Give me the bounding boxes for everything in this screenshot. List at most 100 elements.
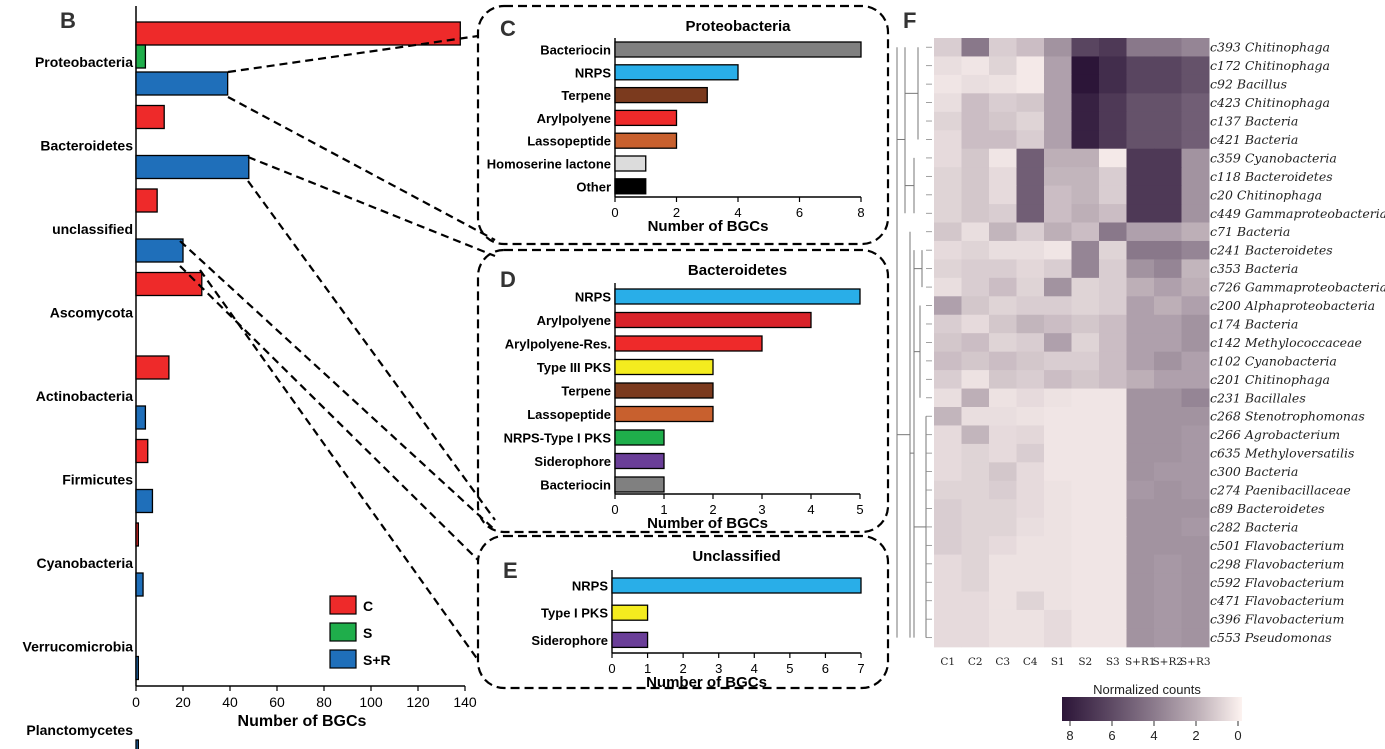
panel-c-category-label: Other — [576, 179, 611, 194]
panel-b-bar-chart: 0 20 40 60 80 100 120 140 Number of BGCs Proteoba… — [23, 6, 477, 749]
colorbar-bar — [1062, 697, 1242, 721]
heatmap-cell-c592-c2 — [961, 573, 990, 592]
heatmap-cell-c200-c2 — [961, 296, 990, 316]
heatmap-cell-c726-c3 — [989, 277, 1017, 297]
heatmap-cell-c300-s-r2 — [1154, 462, 1182, 482]
heatmap-row-id: c20 — [1210, 187, 1237, 202]
heatmap-row-label-c300: c300 Bacteria — [1210, 464, 1298, 479]
heatmap-cell-c71-c2 — [961, 222, 990, 242]
heatmap-column-label-s3: S3 — [1106, 656, 1120, 668]
panel-b-x-tick-label: 140 — [453, 694, 477, 710]
colorbar-tick-label: 4 — [1150, 728, 1157, 743]
panel-e-category-label: NRPS — [572, 579, 608, 594]
heatmap-cell-c635-s-r2 — [1154, 443, 1182, 463]
panel-c-bar-bacteriocin — [614, 41, 862, 58]
heatmap-cell-c635-c3 — [989, 443, 1017, 463]
heatmap-cell-c118-c4 — [1016, 167, 1045, 187]
heatmap-row-taxon: Bacteria — [1244, 316, 1299, 331]
panel-e-bar-type-i-pks — [611, 604, 649, 621]
heatmap-cell-c174-s2 — [1071, 314, 1100, 334]
heatmap-cell-c92-c2 — [961, 74, 990, 94]
heatmap-cell-c635-c1 — [934, 443, 962, 463]
heatmap-cell-c102-s-r3 — [1181, 351, 1210, 371]
heatmap-cell-c20-c4 — [1016, 185, 1045, 205]
heatmap-cell-c102-c2 — [961, 351, 990, 371]
heatmap-row-taxon: Bacillus — [1236, 77, 1287, 92]
panel-c-bar-other — [614, 178, 647, 195]
heatmap-cell-c359-s2 — [1071, 148, 1100, 168]
panel-b-x-axis-title: Number of BGCs — [238, 713, 367, 730]
heatmap-cell-c393-s3 — [1099, 38, 1127, 57]
panel-b-bar-s-r-firmicutes — [135, 488, 154, 514]
heatmap-cell-c423-s-r3 — [1181, 93, 1210, 113]
heatmap-cell-c274-c2 — [961, 480, 990, 500]
heatmap-cell-c726-s-r3 — [1181, 277, 1210, 297]
zoom-connector-line — [179, 240, 496, 531]
heatmap-cell-c231-s-r2 — [1154, 388, 1182, 408]
heatmap-cell-c300-c1 — [934, 462, 962, 482]
panel-d-category-label: Arylpolyene-Res. — [505, 337, 611, 352]
heatmap-cell-c71-s-r1 — [1126, 222, 1155, 242]
heatmap-cell-c449-s-r1 — [1126, 204, 1155, 223]
heatmap-cell-c635-s2 — [1071, 443, 1100, 463]
panel-c-bar-nrps — [614, 64, 739, 81]
heatmap-cell-c298-c3 — [989, 554, 1017, 574]
heatmap-cell-c282-s1 — [1044, 517, 1072, 537]
heatmap-cell-c359-s-r3 — [1181, 148, 1210, 168]
heatmap-cell-c174-s-r2 — [1154, 314, 1182, 334]
panel-e-category-label: Siderophore — [531, 633, 608, 648]
heatmap-row-taxon: Stenotrophomonas — [1245, 409, 1365, 424]
heatmap-cell-c449-c3 — [989, 204, 1017, 223]
panel-d-category-label: Lassopeptide — [527, 407, 611, 422]
panel-d-x-tick-label: 1 — [660, 502, 667, 517]
panel-b-x-tick-label: 100 — [359, 694, 383, 710]
heatmap-row-label-c393: c393 Chitinophaga — [1210, 40, 1330, 55]
heatmap-cell-c241-s2 — [1071, 240, 1100, 260]
heatmap-cell-c393-s2 — [1071, 38, 1100, 57]
heatmap-cell-c142-s3 — [1099, 333, 1127, 353]
heatmap-cell-c300-c2 — [961, 462, 990, 482]
panel-c-category-label: Lassopeptide — [527, 134, 611, 149]
heatmap-cell-c592-s3 — [1099, 573, 1127, 592]
heatmap-row-id: c172 — [1210, 58, 1245, 73]
panel-d-bar-nrps — [614, 288, 861, 305]
heatmap-row-id: c137 — [1210, 114, 1245, 129]
heatmap-row-taxon: Bacteria — [1244, 114, 1299, 129]
heatmap-cell-c592-s-r3 — [1181, 573, 1210, 592]
heatmap-cell-c449-s-r2 — [1154, 204, 1182, 223]
zoom-connector-line — [227, 34, 479, 74]
panel-b-bar-s-r-verrucomicrobia — [135, 655, 139, 681]
panel-c-x-axis-title: Number of BGCs — [648, 218, 769, 235]
heatmap-cell-c423-c1 — [934, 93, 962, 113]
panel-b-bar-c-cyanobacteria — [135, 522, 139, 547]
heatmap-cell-c553-s3 — [1099, 628, 1127, 648]
panel-e-category-label: Type I PKS — [541, 606, 608, 621]
heatmap-cell-c592-s-r1 — [1126, 573, 1155, 592]
heatmap-cell-c635-s3 — [1099, 443, 1127, 463]
zoom-connector-lines — [179, 34, 496, 661]
heatmap-cell-c359-c2 — [961, 148, 990, 168]
colorbar-tick-label: 0 — [1234, 728, 1241, 743]
heatmap-row-label-c174: c174 Bacteria — [1210, 316, 1298, 331]
heatmap-cell-c266-s-r3 — [1181, 425, 1210, 445]
heatmap-cell-c142-s-r1 — [1126, 333, 1155, 353]
heatmap-cell-c471-s2 — [1071, 591, 1100, 611]
heatmap-cell-c71-s-r3 — [1181, 222, 1210, 242]
heatmap-row-id: c282 — [1210, 519, 1245, 534]
heatmap-row-taxon: Flavobacterium — [1244, 575, 1344, 590]
heatmap-row-label-c298: c298 Flavobacterium — [1210, 556, 1344, 571]
heatmap-row-taxon: Gammaproteobacteria — [1245, 280, 1385, 295]
heatmap-cell-c393-s-r3 — [1181, 38, 1210, 57]
heatmap-cell-c726-c4 — [1016, 277, 1045, 297]
heatmap-cell-c726-c1 — [934, 277, 962, 297]
panel-b-category-label: Bacteroidetes — [40, 138, 133, 154]
heatmap-cell-c396-c4 — [1016, 609, 1045, 629]
heatmap-cell-c118-c3 — [989, 167, 1017, 187]
heatmap-cell-c201-s-r3 — [1181, 370, 1210, 390]
heatmap-row-taxon: Chitinophaga — [1245, 372, 1330, 387]
heatmap-cell-c20-s2 — [1071, 185, 1100, 205]
heatmap-cell-c172-s3 — [1099, 56, 1127, 76]
heatmap-cell-c282-c2 — [961, 517, 990, 537]
heatmap-cell-c142-s1 — [1044, 333, 1072, 353]
heatmap-cell-c92-s1 — [1044, 74, 1072, 94]
